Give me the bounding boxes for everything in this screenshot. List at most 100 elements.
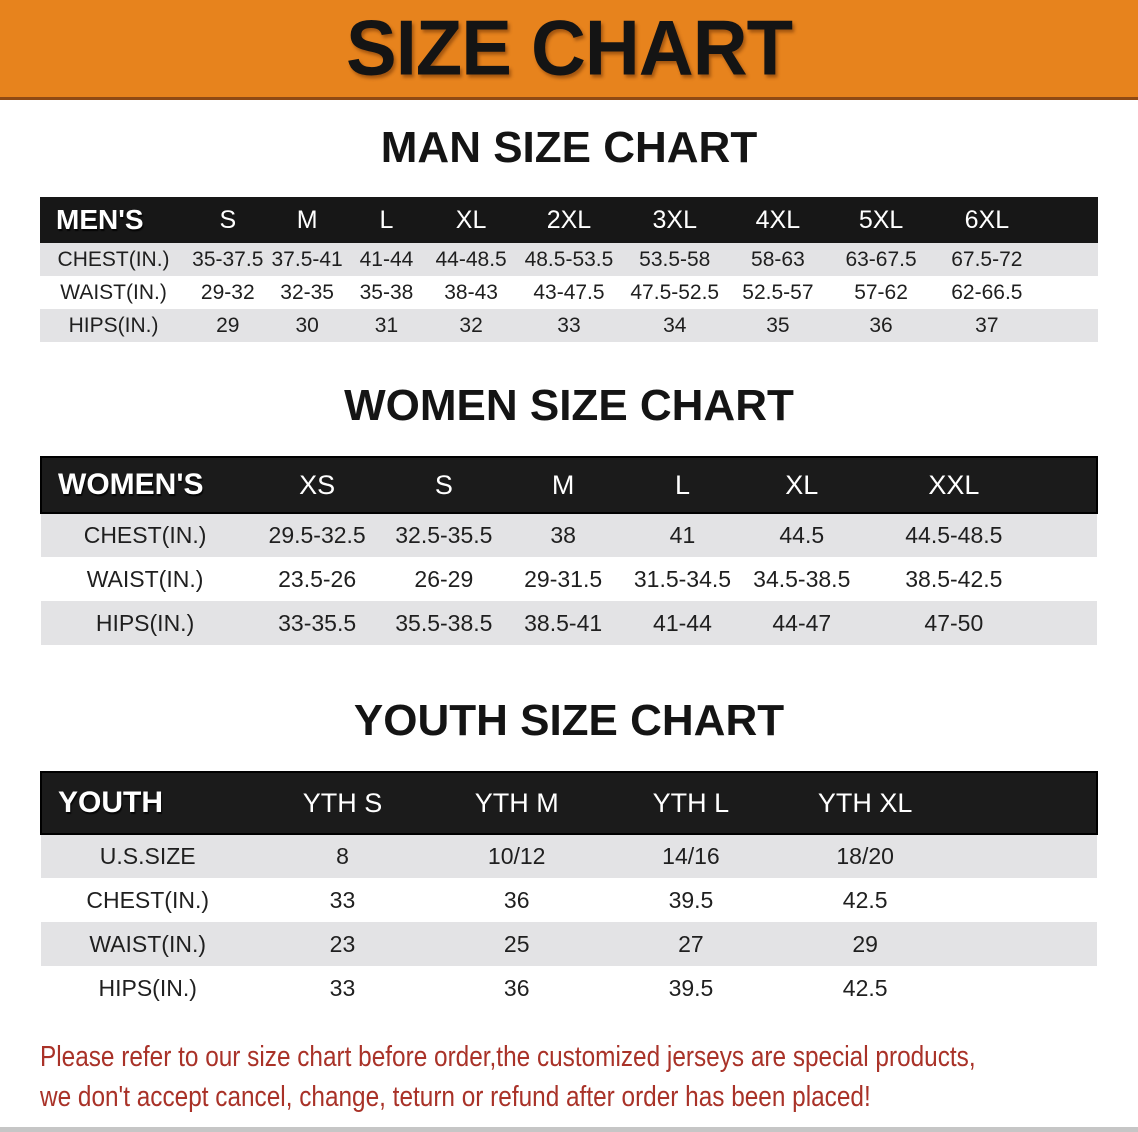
- measurement-value: 30: [295, 313, 319, 337]
- measurement-value: 25: [503, 930, 530, 957]
- measurement-value: 37.5-41: [271, 247, 343, 271]
- size-column-header: YTH M: [429, 771, 604, 835]
- measurement-label: HIPS(IN.): [98, 974, 197, 1001]
- measurement-value: 42.5: [842, 886, 888, 913]
- table-corner-label: YOUTH: [39, 771, 256, 835]
- measurement-value: 32-35: [280, 280, 334, 304]
- cell-filler: [1046, 601, 1097, 645]
- cell-filler: [952, 834, 1097, 878]
- measurement-value: 62-66.5: [951, 280, 1023, 304]
- women-section-heading: WOMEN SIZE CHART: [344, 381, 794, 430]
- table-row: WAIST(IN.) 23.5-26 26-29 29-31.5 31.5-34.5 34…: [41, 557, 1097, 601]
- measurement-value: 53.5-58: [639, 247, 711, 271]
- table-row: HIPS(IN.) 33-35.5 35.5-38.5 38.5-41 41-44 44-…: [41, 601, 1097, 645]
- measurement-label: HIPS(IN.): [68, 313, 159, 337]
- size-column-header: YTH XL: [778, 771, 953, 835]
- men-section-heading: MAN SIZE CHART: [380, 123, 758, 172]
- measurement-value: 36: [869, 313, 893, 337]
- measurement-value: 52.5-57: [742, 280, 814, 304]
- bottom-edge-strip: [0, 1127, 1138, 1132]
- measurement-value: 44.5-48.5: [905, 522, 1003, 548]
- measurement-value: 8: [336, 843, 349, 869]
- measurement-label: U.S.SIZE: [99, 843, 196, 869]
- measurement-value: 47-50: [924, 609, 984, 636]
- table-corner-label: MEN'S: [40, 197, 189, 243]
- cell-filler: [1040, 309, 1098, 342]
- size-column-header: YTH S: [255, 771, 430, 835]
- table-row: CHEST(IN.) 33 36 39.5 42.5: [41, 878, 1097, 922]
- size-column-header: 3XL: [621, 197, 728, 243]
- measurement-value: 41: [669, 522, 696, 548]
- measurement-value: 29: [852, 930, 878, 957]
- measurement-value: 42.5: [842, 974, 888, 1001]
- women-size-section: WOMEN SIZE CHART WOMEN'S XS S M L XL XXL CHEST(…: [0, 383, 1138, 645]
- measurement-value: 34: [663, 313, 687, 337]
- measurement-value: 58-63: [751, 247, 805, 271]
- cell-filler: [1046, 557, 1097, 601]
- measurement-value: 44-47: [772, 609, 832, 636]
- size-column-header: XXL: [861, 456, 1047, 514]
- size-column-header: XL: [426, 197, 517, 243]
- cell-filler: [952, 966, 1097, 1010]
- measurement-value: 23.5-26: [278, 565, 357, 592]
- size-column-header: M: [267, 197, 347, 243]
- measurement-value: 36: [503, 886, 530, 913]
- measurement-value: 38: [550, 522, 576, 548]
- table-row: CHEST(IN.) 29.5-32.5 32.5-35.5 38 41 44.5 44.5…: [41, 513, 1097, 557]
- measurement-value: 14/16: [662, 843, 720, 869]
- measurement-value: 37: [975, 313, 999, 337]
- measurement-label: WAIST(IN.): [89, 930, 207, 957]
- measurement-value: 33: [329, 974, 356, 1001]
- size-column-header: XS: [250, 456, 385, 514]
- measurement-label: CHEST(IN.): [86, 886, 210, 913]
- cell-filler: [952, 922, 1097, 966]
- measurement-value: 23: [329, 930, 356, 957]
- table-row: U.S.SIZE 8 10/12 14/16 18/20: [41, 834, 1097, 878]
- measurement-label: WAIST(IN.): [60, 280, 167, 304]
- measurement-label: HIPS(IN.): [95, 609, 195, 636]
- table-header-row: YOUTH YTH S YTH M YTH L YTH XL: [39, 771, 1098, 835]
- header-filler: [952, 771, 1098, 835]
- measurement-value: 67.5-72: [951, 247, 1023, 271]
- measurement-value: 38.5-42.5: [905, 565, 1003, 592]
- measurement-value: 38-43: [444, 280, 498, 304]
- measurement-value: 29.5-32.5: [268, 522, 366, 548]
- header-filler: [1046, 456, 1098, 514]
- size-column-header: 2XL: [516, 197, 622, 243]
- measurement-value: 27: [678, 930, 704, 957]
- measurement-label: CHEST(IN.): [57, 247, 170, 271]
- table-header-row: MEN'S S M L XL 2XL 3XL 4XL 5XL 6XL: [40, 197, 1098, 243]
- measurement-value: 33-35.5: [278, 609, 357, 636]
- table-row: CHEST(IN.) 35-37.5 37.5-41 41-44 44-48.5 48.5…: [40, 243, 1098, 276]
- size-column-header: L: [346, 197, 427, 243]
- cell-filler: [952, 878, 1097, 922]
- measurement-value: 44-48.5: [435, 247, 507, 271]
- youth-section-heading: YOUTH SIZE CHART: [353, 696, 785, 745]
- measurement-value: 43-47.5: [533, 280, 605, 304]
- measurement-value: 41-44: [653, 609, 712, 636]
- measurement-value: 29: [216, 313, 240, 337]
- cell-filler: [1046, 513, 1097, 557]
- size-column-header: 4XL: [727, 197, 829, 243]
- measurement-label: WAIST(IN.): [86, 565, 204, 592]
- measurement-value: 39.5: [668, 886, 714, 913]
- men-size-table: MEN'S S M L XL 2XL 3XL 4XL 5XL 6XL CHEST(IN.) 35-37…: [40, 197, 1098, 342]
- measurement-value: 35-38: [359, 280, 414, 304]
- measurement-value: 63-67.5: [845, 247, 917, 271]
- measurement-value: 31: [374, 313, 399, 337]
- measurement-value: 47.5-52.5: [630, 280, 720, 304]
- measurement-value: 29-32: [200, 280, 255, 304]
- table-header-row: WOMEN'S XS S M L XL XXL: [39, 456, 1098, 514]
- size-column-header: S: [384, 456, 504, 514]
- measurement-value: 41-44: [359, 247, 414, 271]
- measurement-value: 29-31.5: [524, 565, 603, 592]
- women-size-table: WOMEN'S XS S M L XL XXL CHEST(IN.) 29.5-32.5 32.5…: [39, 456, 1098, 645]
- men-size-section: MAN SIZE CHART MEN'S S M L XL 2XL 3XL 4XL 5XL 6XL…: [0, 125, 1138, 342]
- table-row: HIPS(IN.) 33 36 39.5 42.5: [41, 966, 1097, 1010]
- measurement-value: 18/20: [836, 843, 894, 869]
- size-column-header: S: [188, 197, 268, 243]
- size-column-header: M: [503, 456, 623, 514]
- size-column-header: YTH L: [603, 771, 779, 835]
- measurement-value: 10/12: [487, 843, 546, 869]
- table-row: WAIST(IN.) 29-32 32-35 35-38 38-43 43-47.5 47.…: [40, 276, 1098, 309]
